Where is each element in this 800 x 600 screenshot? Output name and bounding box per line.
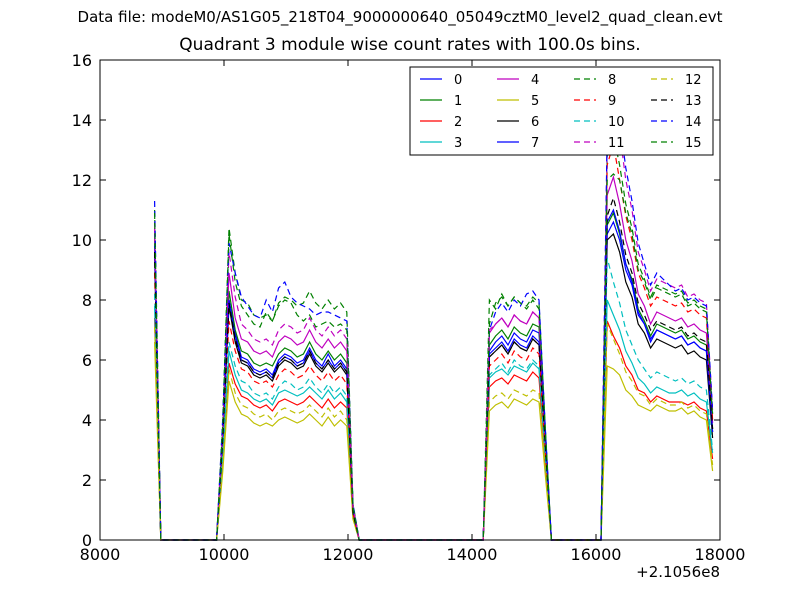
y-tick-label: 16 [72,51,92,70]
legend-label-14: 14 [685,115,702,130]
legend-label-0: 0 [454,73,462,88]
legend-label-8: 8 [608,73,616,88]
y-tick-label: 14 [72,111,92,130]
legend-label-15: 15 [685,136,702,151]
legend-label-9: 9 [608,94,616,109]
y-tick-label: 10 [72,231,92,250]
legend-label-11: 11 [608,136,625,151]
chart-title: Quadrant 3 module wise count rates with … [179,35,641,55]
x-tick-label: 18000 [695,545,746,564]
legend-label-3: 3 [454,136,462,151]
series-line-13 [154,195,714,541]
legend-label-4: 4 [531,73,539,88]
series-line-15 [154,173,714,541]
y-tick-label: 2 [82,471,92,490]
y-tick-label: 12 [72,171,92,190]
legend-label-6: 6 [531,115,539,130]
legend-label-10: 10 [608,115,625,130]
x-tick-label: 8000 [80,545,121,564]
tick-layer: 8000 10000 12000 14000 16000 1800002468101214… [72,51,746,564]
legend-frame [409,66,714,156]
legend-label-7: 7 [531,136,539,151]
legend-label-1: 1 [454,94,462,109]
legend-label-12: 12 [685,73,702,88]
series-line-6 [154,232,714,541]
y-tick-label: 6 [82,351,92,370]
x-axis-offset-label: +2.1056e8 [636,563,720,581]
series-line-3 [154,299,714,541]
series-line-10 [154,257,714,541]
series-line-11 [154,92,714,541]
series-line-12 [154,323,714,541]
figure-suptitle: Data file: modeM0/AS1G05_218T04_90000006… [77,8,723,26]
legend-label-13: 13 [685,94,702,109]
y-tick-label: 8 [82,291,92,310]
y-tick-label: 4 [82,411,92,430]
y-tick-label: 0 [82,531,92,550]
legend-label-5: 5 [531,94,539,109]
series-line-5 [154,341,714,541]
x-tick-label: 10000 [199,545,250,564]
x-tick-label: 16000 [571,545,622,564]
x-tick-label: 14000 [447,545,498,564]
x-tick-label: 12000 [323,545,374,564]
legend-label-2: 2 [454,115,462,130]
